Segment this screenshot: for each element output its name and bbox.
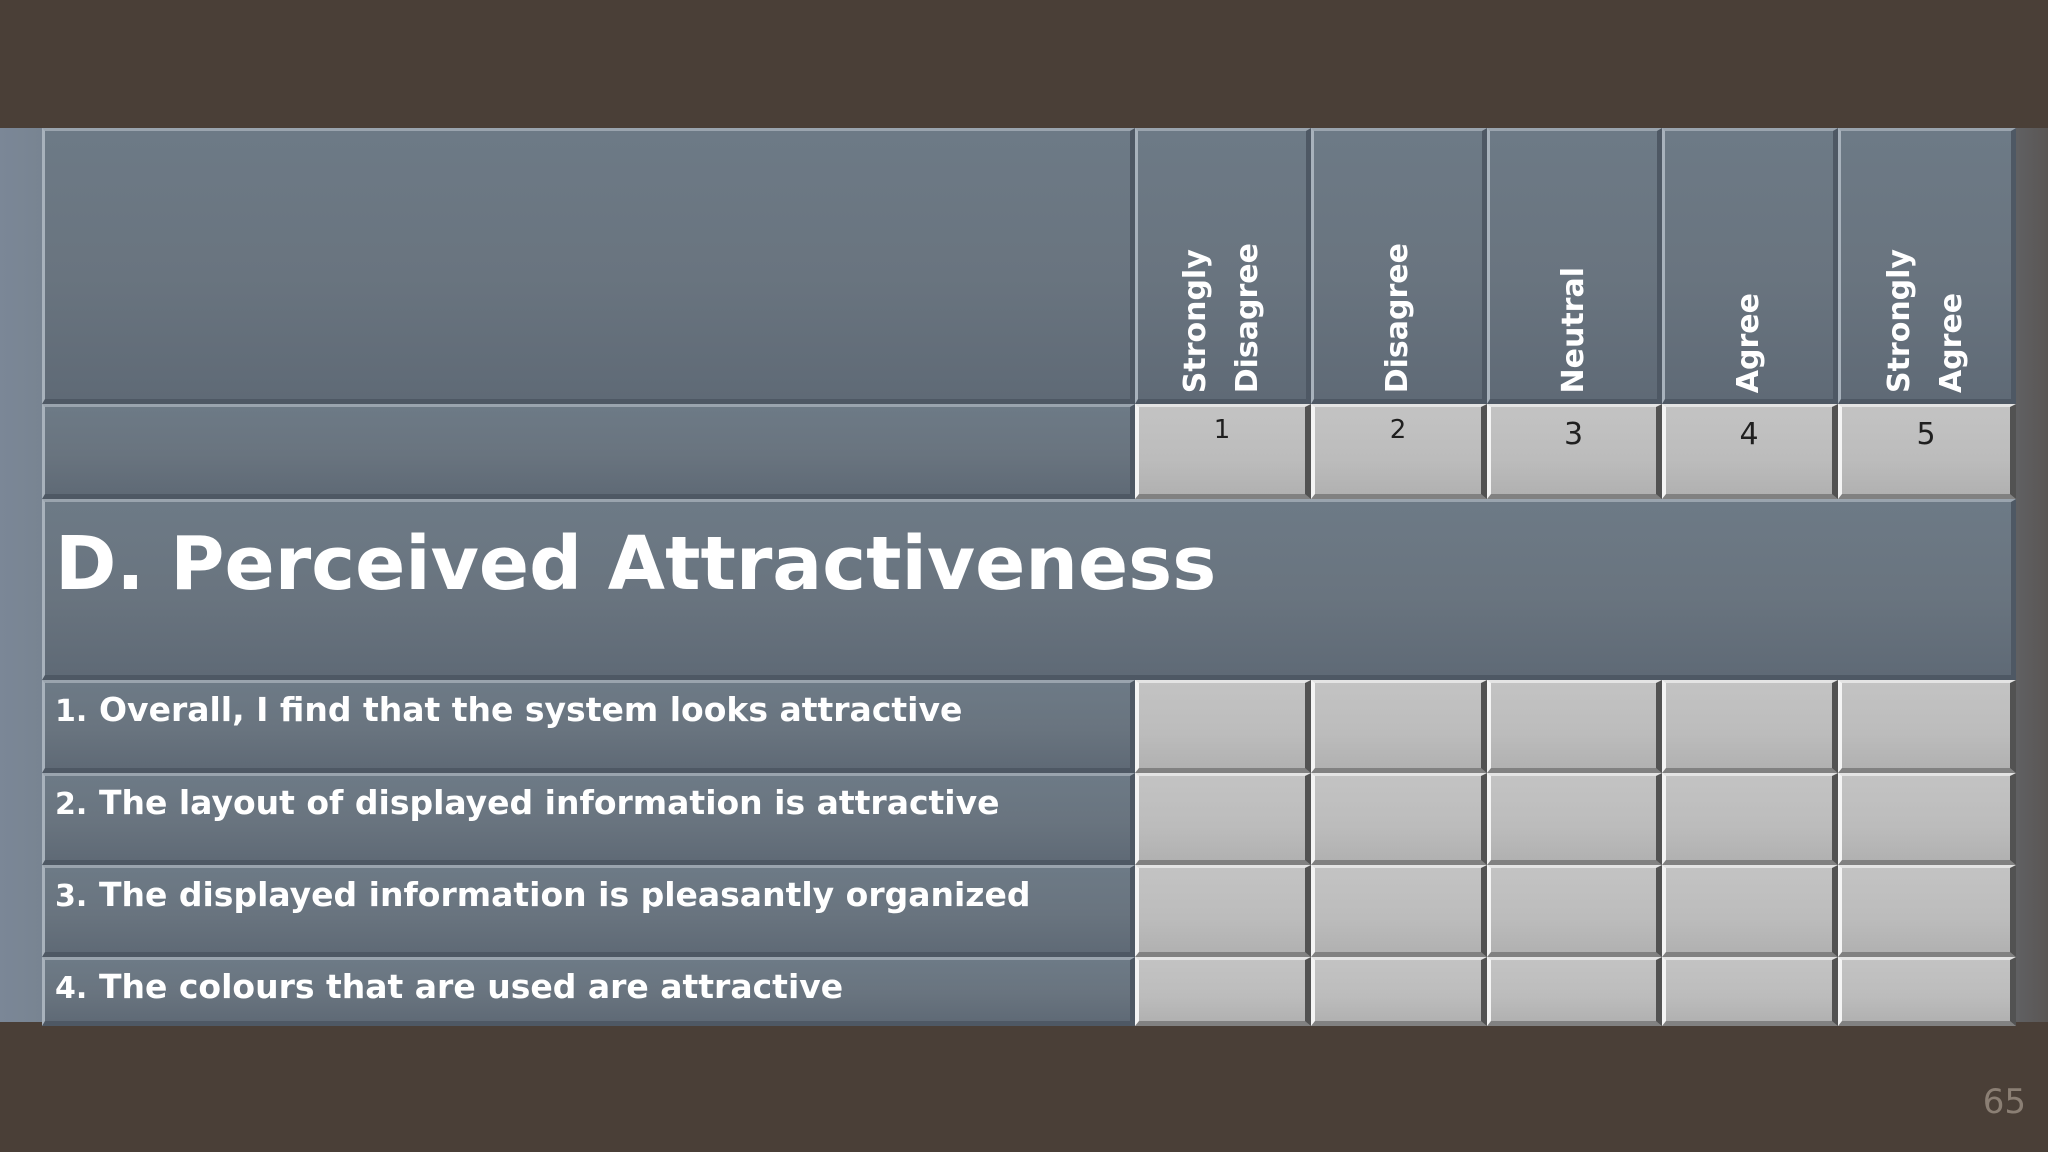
answer-cell[interactable]: [1487, 865, 1662, 957]
scale-label-line: Disagree: [1230, 242, 1265, 393]
answer-cell[interactable]: [1311, 865, 1487, 957]
scale-label: Strongly Disagree: [1170, 243, 1274, 393]
scale-number: 2: [1389, 415, 1407, 445]
answer-cell[interactable]: [1311, 957, 1487, 1026]
scale-number-cell: 4: [1662, 404, 1838, 499]
answer-cell[interactable]: [1135, 957, 1311, 1026]
question-label: Overall, I find that the system looks at…: [99, 690, 963, 729]
question-text: 3. The displayed information is pleasantl…: [55, 874, 1031, 917]
question-number: 3.: [55, 879, 88, 914]
scale-label: Strongly Agree: [1874, 249, 1978, 393]
scale-label-line: Agree: [1731, 292, 1766, 393]
answer-cell[interactable]: [1662, 957, 1838, 1026]
scale-label-line: Strongly: [1882, 248, 1917, 393]
scale-number: 4: [1739, 417, 1759, 452]
question-label: The layout of displayed information is a…: [99, 783, 1000, 822]
header-blank-cell: [42, 128, 1135, 404]
section-title: D. Perceived Attractiveness: [55, 521, 1217, 607]
answer-cell[interactable]: [1135, 773, 1311, 865]
question-cell: 2. The layout of displayed information is…: [42, 773, 1135, 865]
scale-label-line: Neutral: [1555, 266, 1591, 393]
scale-number: 5: [1916, 417, 1936, 452]
answer-cell[interactable]: [1487, 957, 1662, 1026]
answer-cell[interactable]: [1311, 680, 1487, 773]
scale-header-cell: Disagree: [1311, 128, 1487, 404]
answer-cell[interactable]: [1838, 865, 2016, 957]
question-number: 1.: [55, 694, 88, 729]
question-cell: 4. The colours that are used are attracti…: [42, 957, 1135, 1026]
answer-cell[interactable]: [1311, 773, 1487, 865]
question-cell: 3. The displayed information is pleasantl…: [42, 865, 1135, 957]
question-label: The displayed information is pleasantly …: [99, 875, 1031, 914]
answer-cell[interactable]: [1135, 865, 1311, 957]
question-number: 4.: [55, 971, 88, 1006]
scale-label: Disagree: [1372, 243, 1424, 393]
likert-table: Strongly Disagree Disagree Neutral Agree Stro…: [42, 128, 2016, 1026]
scale-number-cell: 1: [1135, 404, 1311, 499]
answer-cell[interactable]: [1487, 680, 1662, 773]
question-text: 2. The layout of displayed information is…: [55, 782, 1000, 825]
scale-number-cell: 5: [1838, 404, 2016, 499]
scale-label: Neutral: [1548, 267, 1600, 393]
scale-number: 1: [1213, 415, 1231, 445]
scale-number-cell: 2: [1311, 404, 1487, 499]
question-text: 4. The colours that are used are attracti…: [55, 966, 843, 1009]
question-label: The colours that are used are attractive: [99, 967, 844, 1006]
question-cell: 1. Overall, I find that the system looks …: [42, 680, 1135, 773]
answer-cell[interactable]: [1662, 865, 1838, 957]
answer-cell[interactable]: [1135, 680, 1311, 773]
answer-cell[interactable]: [1662, 773, 1838, 865]
scale-label-line: Strongly: [1178, 248, 1213, 393]
scale-number: 3: [1563, 417, 1584, 452]
section-header-row: D. Perceived Attractiveness: [42, 499, 2016, 680]
question-text: 1. Overall, I find that the system looks …: [55, 689, 962, 732]
scale-number-cell: 3: [1487, 404, 1662, 499]
question-number: 2.: [55, 787, 88, 822]
scale-label: Agree: [1723, 293, 1775, 393]
answer-cell[interactable]: [1487, 773, 1662, 865]
scale-label-line: Agree: [1934, 292, 1969, 393]
answer-cell[interactable]: [1838, 957, 2016, 1026]
answer-cell[interactable]: [1838, 773, 2016, 865]
scale-header-cell: Neutral: [1487, 128, 1662, 404]
answer-cell[interactable]: [1838, 680, 2016, 773]
scale-label-line: Disagree: [1380, 242, 1415, 393]
scale-header-cell: Agree: [1662, 128, 1838, 404]
slide-number: 65: [1982, 1082, 2026, 1122]
answer-cell[interactable]: [1662, 680, 1838, 773]
scale-header-cell: Strongly Agree: [1838, 128, 2016, 404]
scale-header-cell: Strongly Disagree: [1135, 128, 1311, 404]
number-row-blank-cell: [42, 404, 1135, 499]
